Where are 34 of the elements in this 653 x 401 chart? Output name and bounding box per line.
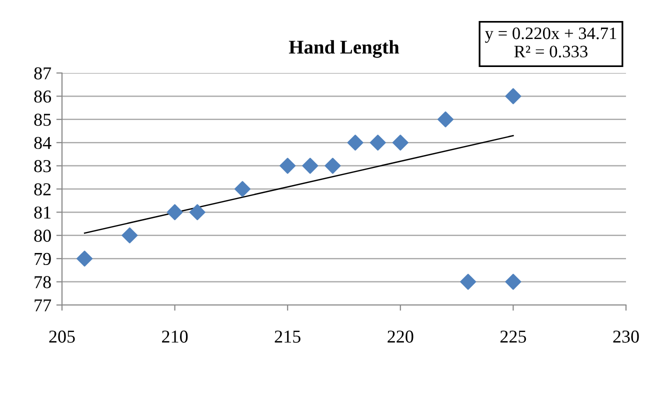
y-tick-label: 81 (34, 206, 50, 219)
y-tick-label: 82 (34, 183, 51, 196)
x-tick-label: 225 (500, 330, 526, 343)
y-tick-label: 84 (34, 136, 52, 150)
point (505, 88, 522, 104)
x-tick-label: 215 (274, 330, 300, 343)
point (280, 158, 296, 174)
y-tick-label: 86 (34, 90, 52, 103)
point (166, 204, 183, 220)
point (324, 158, 341, 174)
point (460, 274, 476, 290)
text: y = 0.220x + 34.71 R² = 0.333 (485, 28, 616, 58)
chart-title: Hand Length (288, 40, 400, 58)
y-tick-label: 85 (34, 114, 51, 126)
y-tick-label: 77 (34, 299, 52, 312)
point (438, 111, 454, 128)
point (347, 134, 364, 151)
point (76, 250, 93, 267)
y-tick-label: 80 (34, 230, 51, 242)
y-tick-label: 78 (34, 276, 51, 288)
y-tick-label: 79 (34, 252, 51, 266)
point (392, 134, 408, 151)
point (234, 181, 250, 197)
point (122, 227, 138, 244)
x-tick-label: 220 (388, 330, 414, 343)
y-tick-label: 83 (34, 160, 51, 172)
x-tick-label: 205 (49, 330, 75, 343)
point (302, 158, 318, 174)
x-tick-label: 210 (162, 330, 188, 343)
point (189, 204, 206, 220)
y-tick-label: 87 (34, 67, 52, 80)
x-tick-label: 230 (613, 330, 639, 343)
point (505, 274, 522, 290)
point (370, 134, 386, 151)
